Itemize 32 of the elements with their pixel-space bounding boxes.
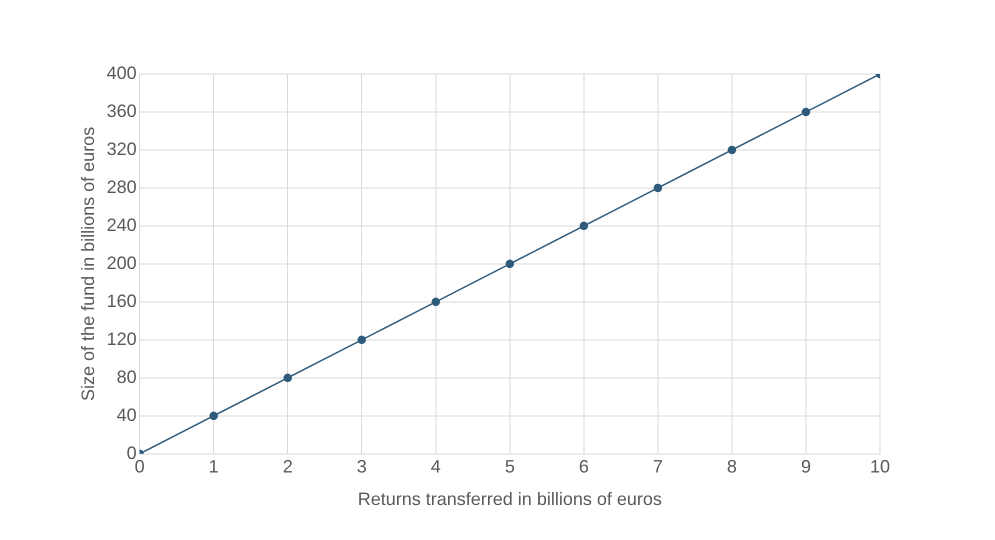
point: [209, 412, 218, 420]
y-tick-label: 200: [106, 252, 137, 273]
x-tick-label: 4: [430, 456, 441, 477]
y-tick-label: 360: [106, 100, 137, 121]
x-tick-label: 9: [800, 456, 811, 477]
y-tick-label: 280: [106, 176, 137, 197]
y-tick-label: 80: [116, 366, 137, 387]
y-tick-label: 120: [106, 328, 137, 349]
x-tick-label: 8: [726, 456, 737, 477]
x-tick-label: 1: [208, 456, 219, 477]
x-axis-title: Returns transferred in billions of euros: [358, 489, 662, 510]
point: [506, 260, 514, 268]
x-tick-label: 6: [578, 456, 589, 477]
point: [357, 336, 366, 344]
point: [728, 146, 736, 154]
x-tick-label: 10: [870, 456, 890, 477]
point: [580, 222, 588, 230]
point: [283, 374, 292, 382]
x-tick-label: 5: [504, 456, 515, 477]
y-tick-label: 320: [106, 138, 137, 159]
y-tick-label: 160: [106, 290, 137, 311]
y-axis-title: Size of the fund in billions of euros: [78, 126, 98, 401]
point: [654, 184, 662, 192]
x-tick-label: 7: [652, 456, 663, 477]
y-tick-label: 40: [116, 404, 137, 425]
y-tick-label: 240: [106, 214, 137, 235]
x-tick-label: 2: [282, 456, 293, 477]
y-tick-label: 0: [126, 442, 137, 463]
x-tick-label: 3: [356, 456, 367, 477]
point: [432, 298, 440, 306]
point: [802, 108, 810, 116]
y-tick-label: 400: [106, 62, 137, 83]
